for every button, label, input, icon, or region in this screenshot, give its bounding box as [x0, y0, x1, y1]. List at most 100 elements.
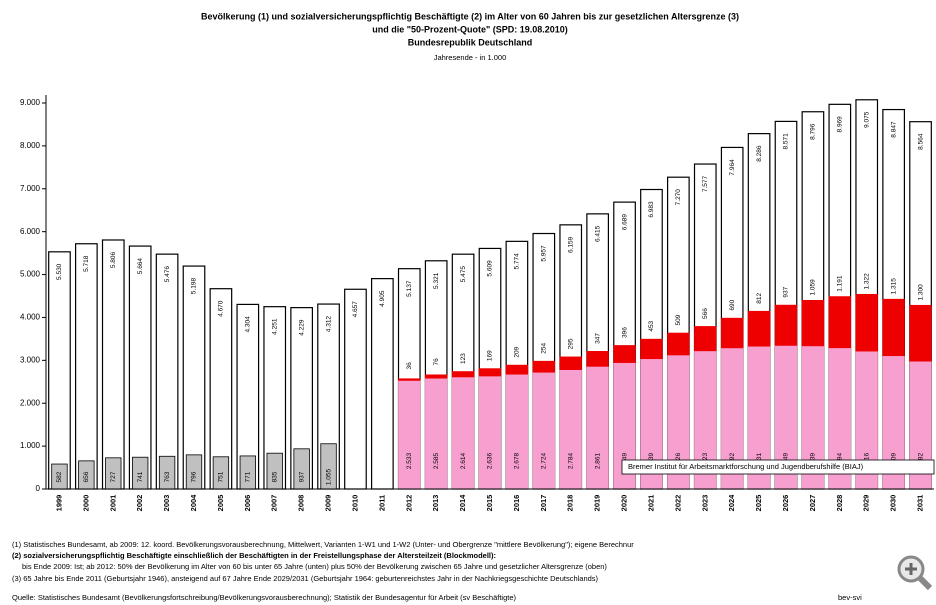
x-tick-label: 2009 [324, 495, 333, 512]
y-tick-label: 4.000 [20, 313, 41, 322]
value-label: 656 [83, 471, 90, 482]
x-tick-label: 1999 [54, 495, 63, 512]
value-label: 2.614 [460, 452, 467, 469]
bar [559, 356, 582, 370]
value-label: 396 [621, 327, 628, 338]
value-label: 6.689 [621, 214, 628, 231]
bar [532, 360, 555, 373]
y-tick-label: 6.000 [20, 227, 41, 236]
bar [155, 253, 179, 490]
value-label: 209 [514, 346, 521, 357]
value-label: 4.312 [325, 316, 332, 333]
value-label: 4.304 [245, 316, 252, 333]
x-tick-label: 2028 [835, 495, 844, 512]
footnote: (2) sozialversicherungspflichtig Beschäf… [12, 551, 496, 560]
value-label: 7.964 [729, 159, 736, 176]
x-tick-label: 2025 [754, 495, 763, 512]
value-label: 254 [541, 342, 548, 353]
x-tick-label: 2029 [862, 495, 871, 512]
x-tick-label: 2006 [243, 495, 252, 512]
bar [613, 345, 636, 363]
y-tick-label: 9.000 [20, 98, 41, 107]
value-label: 812 [756, 293, 763, 304]
chart-title: Bevölkerung (1) und sozialversicherungsp… [201, 11, 739, 21]
value-label: 295 [567, 338, 574, 349]
bar [505, 364, 529, 375]
bar [266, 452, 283, 490]
value-label: 453 [648, 320, 655, 331]
value-label: 2.533 [406, 452, 413, 469]
value-label: 2.861 [594, 452, 601, 469]
value-label: 4.657 [352, 301, 359, 318]
bar [451, 371, 475, 378]
x-tick-label: 2023 [700, 495, 709, 512]
x-tick-label: 2021 [646, 495, 655, 512]
bar [344, 288, 367, 490]
value-label: 5.530 [56, 263, 63, 280]
y-tick-label: 5.000 [20, 270, 41, 279]
x-tick-label: 2026 [781, 495, 790, 512]
bar [451, 376, 475, 490]
value-label: 4.229 [298, 319, 305, 336]
value-label: 763 [164, 471, 171, 482]
footnote: Quelle: Statistisches Bundesamt (Bevölke… [12, 593, 517, 602]
bar [774, 304, 798, 346]
value-label: 36 [406, 362, 413, 370]
y-tick-label: 1.000 [20, 441, 41, 450]
value-label: 8.847 [890, 121, 897, 138]
value-label: 5.609 [487, 260, 494, 277]
value-label: 347 [594, 333, 601, 344]
value-label: 937 [298, 471, 305, 482]
bar [828, 296, 851, 349]
value-label: 7.577 [702, 176, 709, 193]
value-label: 1.322 [863, 273, 870, 290]
value-label: 690 [729, 299, 736, 310]
value-label: 4.251 [271, 318, 278, 335]
value-label: 796 [191, 471, 198, 482]
value-label: 2.636 [487, 452, 494, 469]
plot: 0 1.000 2.000 3.000 4.000 5.000 6.000 7.000 8.00… [20, 95, 934, 511]
annotation-box [621, 459, 935, 475]
x-tick-label: 2010 [350, 495, 359, 512]
bar [74, 243, 98, 490]
x-tick-label: 2012 [404, 495, 413, 512]
value-label: 1.300 [917, 284, 924, 301]
x-tick-label: 2000 [81, 495, 90, 512]
bar [398, 378, 421, 381]
value-label: 4.670 [218, 300, 225, 317]
value-label: 5.806 [110, 251, 117, 268]
x-tick-label: 2020 [620, 495, 629, 512]
value-label: 8.286 [756, 145, 763, 162]
bar [478, 375, 502, 490]
x-tick-label: 2001 [108, 495, 117, 512]
value-label: 1.191 [837, 275, 844, 292]
value-label: 582 [56, 471, 63, 482]
value-label: 6.983 [648, 201, 655, 218]
value-label: 8.564 [917, 133, 924, 150]
value-label: 76 [433, 358, 440, 366]
value-label: 1.059 [810, 279, 817, 296]
value-label: 5.664 [137, 258, 144, 275]
bar [694, 326, 717, 352]
value-label: 5.774 [514, 253, 521, 270]
bar [48, 251, 71, 490]
x-tick-label: 2015 [485, 495, 494, 512]
zoom-icon[interactable] [897, 555, 933, 591]
x-tick-label: 2007 [270, 495, 279, 512]
value-label: 566 [702, 308, 709, 319]
value-label: 5.718 [83, 255, 90, 272]
value-label: 5.957 [541, 245, 548, 262]
bar [128, 245, 152, 490]
y-tick-label: 0 [36, 484, 41, 493]
bar [667, 332, 690, 356]
value-label: 1.055 [325, 468, 332, 485]
chart-title: und die "50-Prozent-Quote" (SPD: 19.08.2… [372, 24, 568, 34]
bar [882, 298, 905, 357]
x-tick-label: 2013 [431, 495, 440, 512]
x-tick-label: 2008 [297, 495, 306, 512]
code: bev-svi [838, 593, 862, 602]
value-label: 123 [460, 353, 467, 364]
value-label: 9.075 [863, 111, 870, 128]
value-label: 5.476 [164, 266, 171, 283]
